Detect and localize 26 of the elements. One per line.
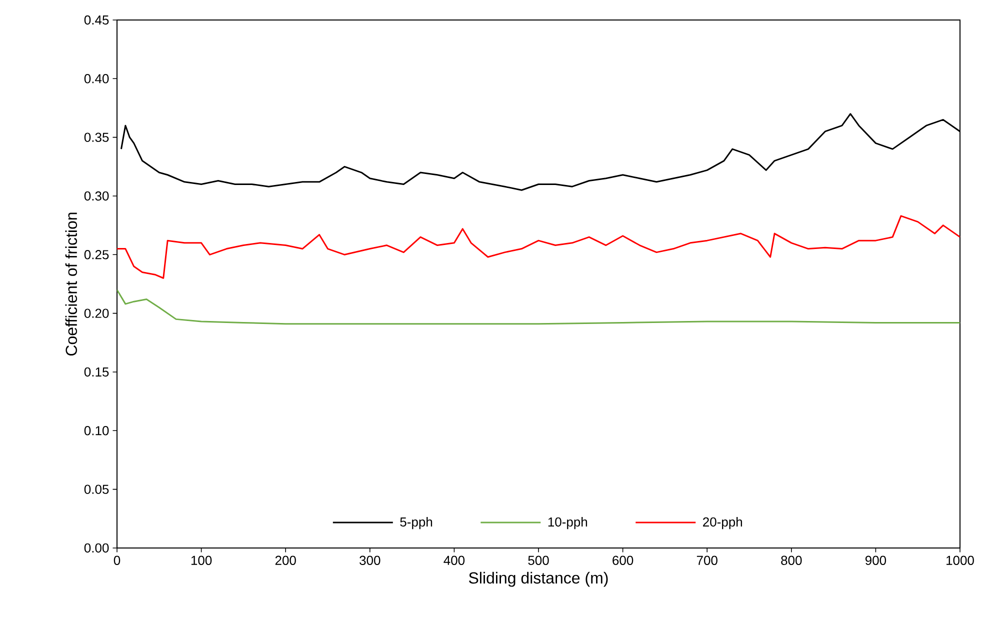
y-tick-label: 0.05 — [84, 484, 109, 494]
legend-label: 20-pph — [703, 517, 742, 530]
x-tick-label: 600 — [612, 556, 634, 565]
y-tick-label: 0.45 — [84, 15, 109, 25]
x-tick-label: 300 — [360, 556, 380, 565]
y-axis-title: Coefficient of friction — [65, 212, 78, 356]
x-tick-label: 700 — [696, 556, 718, 565]
x-tick-label: 200 — [275, 556, 296, 565]
y-tick-label: 0.00 — [84, 543, 109, 553]
x-tick-label: 500 — [528, 556, 549, 565]
y-tick-label: 0.35 — [84, 132, 109, 142]
y-tick-label: 0.20 — [84, 308, 109, 318]
y-tick-label: 0.40 — [84, 74, 109, 84]
x-tick-label: 0 — [114, 556, 120, 565]
x-tick-label: 800 — [781, 556, 802, 565]
legend-label: 10-pph — [548, 517, 588, 530]
legend-label: 5-pph — [400, 517, 432, 530]
y-tick-label: 0.15 — [84, 367, 109, 377]
y-tick-label: 0.10 — [84, 426, 109, 436]
y-tick-label: 0.25 — [84, 250, 109, 260]
x-tick-label: 400 — [444, 556, 465, 565]
y-tick-label: 0.30 — [84, 191, 109, 201]
x-axis-title: Sliding distance (m) — [468, 572, 608, 587]
x-tick-label: 100 — [191, 556, 212, 565]
x-tick-label: 1000 — [946, 556, 974, 565]
x-tick-label: 900 — [865, 556, 886, 565]
